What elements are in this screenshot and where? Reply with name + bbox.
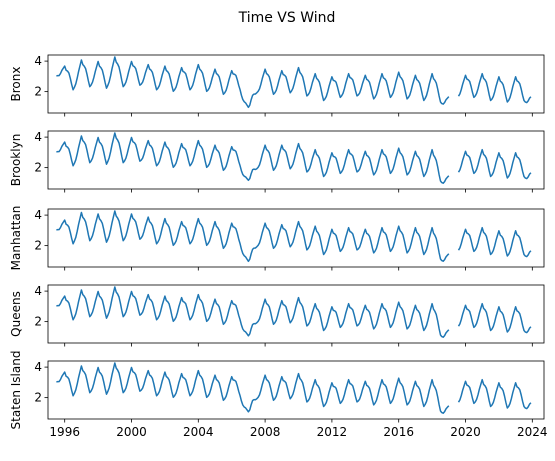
- y-tick-label: 4: [34, 208, 42, 222]
- x-tick-label: 2024: [517, 425, 548, 439]
- series-line-queens-segment-0: [56, 286, 450, 338]
- y-tick-label: 4: [34, 284, 42, 298]
- x-tick-label: 2020: [450, 425, 481, 439]
- axes-frame: [47, 130, 545, 190]
- y-axis-label: Queens: [9, 291, 23, 337]
- y-axis-label: Brooklyn: [9, 134, 23, 187]
- chart-title: Time VS Wind: [238, 10, 336, 26]
- axes-frame: [47, 54, 545, 114]
- y-tick-label: 2: [34, 161, 42, 175]
- series-line-staten-island-segment-0: [56, 362, 450, 414]
- panel-queens: 2 4 Queens: [9, 284, 545, 347]
- x-tick-label: 2008: [250, 425, 281, 439]
- x-tick-label: 2012: [317, 425, 348, 439]
- panel-bronx: 2 4 Bronx: [9, 54, 545, 117]
- x-tick-label: 1996: [49, 425, 80, 439]
- x-tick-label: 2004: [183, 425, 214, 439]
- y-tick-label: 4: [34, 360, 42, 374]
- panel-brooklyn: 2 4 Brooklyn: [9, 130, 545, 193]
- series-line-manhattan-segment-1: [457, 226, 532, 258]
- panel-manhattan: 2 4 Manhattan: [9, 206, 545, 271]
- y-tick-label: 2: [34, 239, 42, 253]
- axes-frame: [47, 284, 545, 344]
- y-axis-label: Bronx: [9, 67, 23, 102]
- x-tick-label: 2016: [383, 425, 414, 439]
- series-line-brooklyn-segment-0: [56, 132, 450, 184]
- series-line-bronx-segment-0: [56, 56, 450, 109]
- axes-frame: [47, 208, 545, 268]
- y-tick-label: 2: [34, 315, 42, 329]
- series-line-bronx-segment-1: [457, 72, 532, 104]
- y-tick-label: 4: [34, 54, 42, 68]
- axes-frame: [47, 360, 545, 420]
- y-axis-label: Manhattan: [9, 206, 23, 271]
- y-tick-label: 2: [34, 85, 42, 99]
- y-axis-label: Staten Island: [9, 351, 23, 430]
- y-tick-label: 2: [34, 391, 42, 405]
- y-tick-label: 4: [34, 130, 42, 144]
- series-line-staten-island-segment-1: [457, 378, 532, 410]
- x-tick-label: 2000: [116, 425, 147, 439]
- panel-staten-island: 2 4 1996 2000 2004 2008 2012 2016 2020 2024 Staten…: [9, 351, 548, 439]
- series-line-queens-segment-1: [457, 302, 532, 334]
- series-line-manhattan-segment-0: [56, 210, 450, 263]
- series-line-brooklyn-segment-1: [457, 148, 532, 180]
